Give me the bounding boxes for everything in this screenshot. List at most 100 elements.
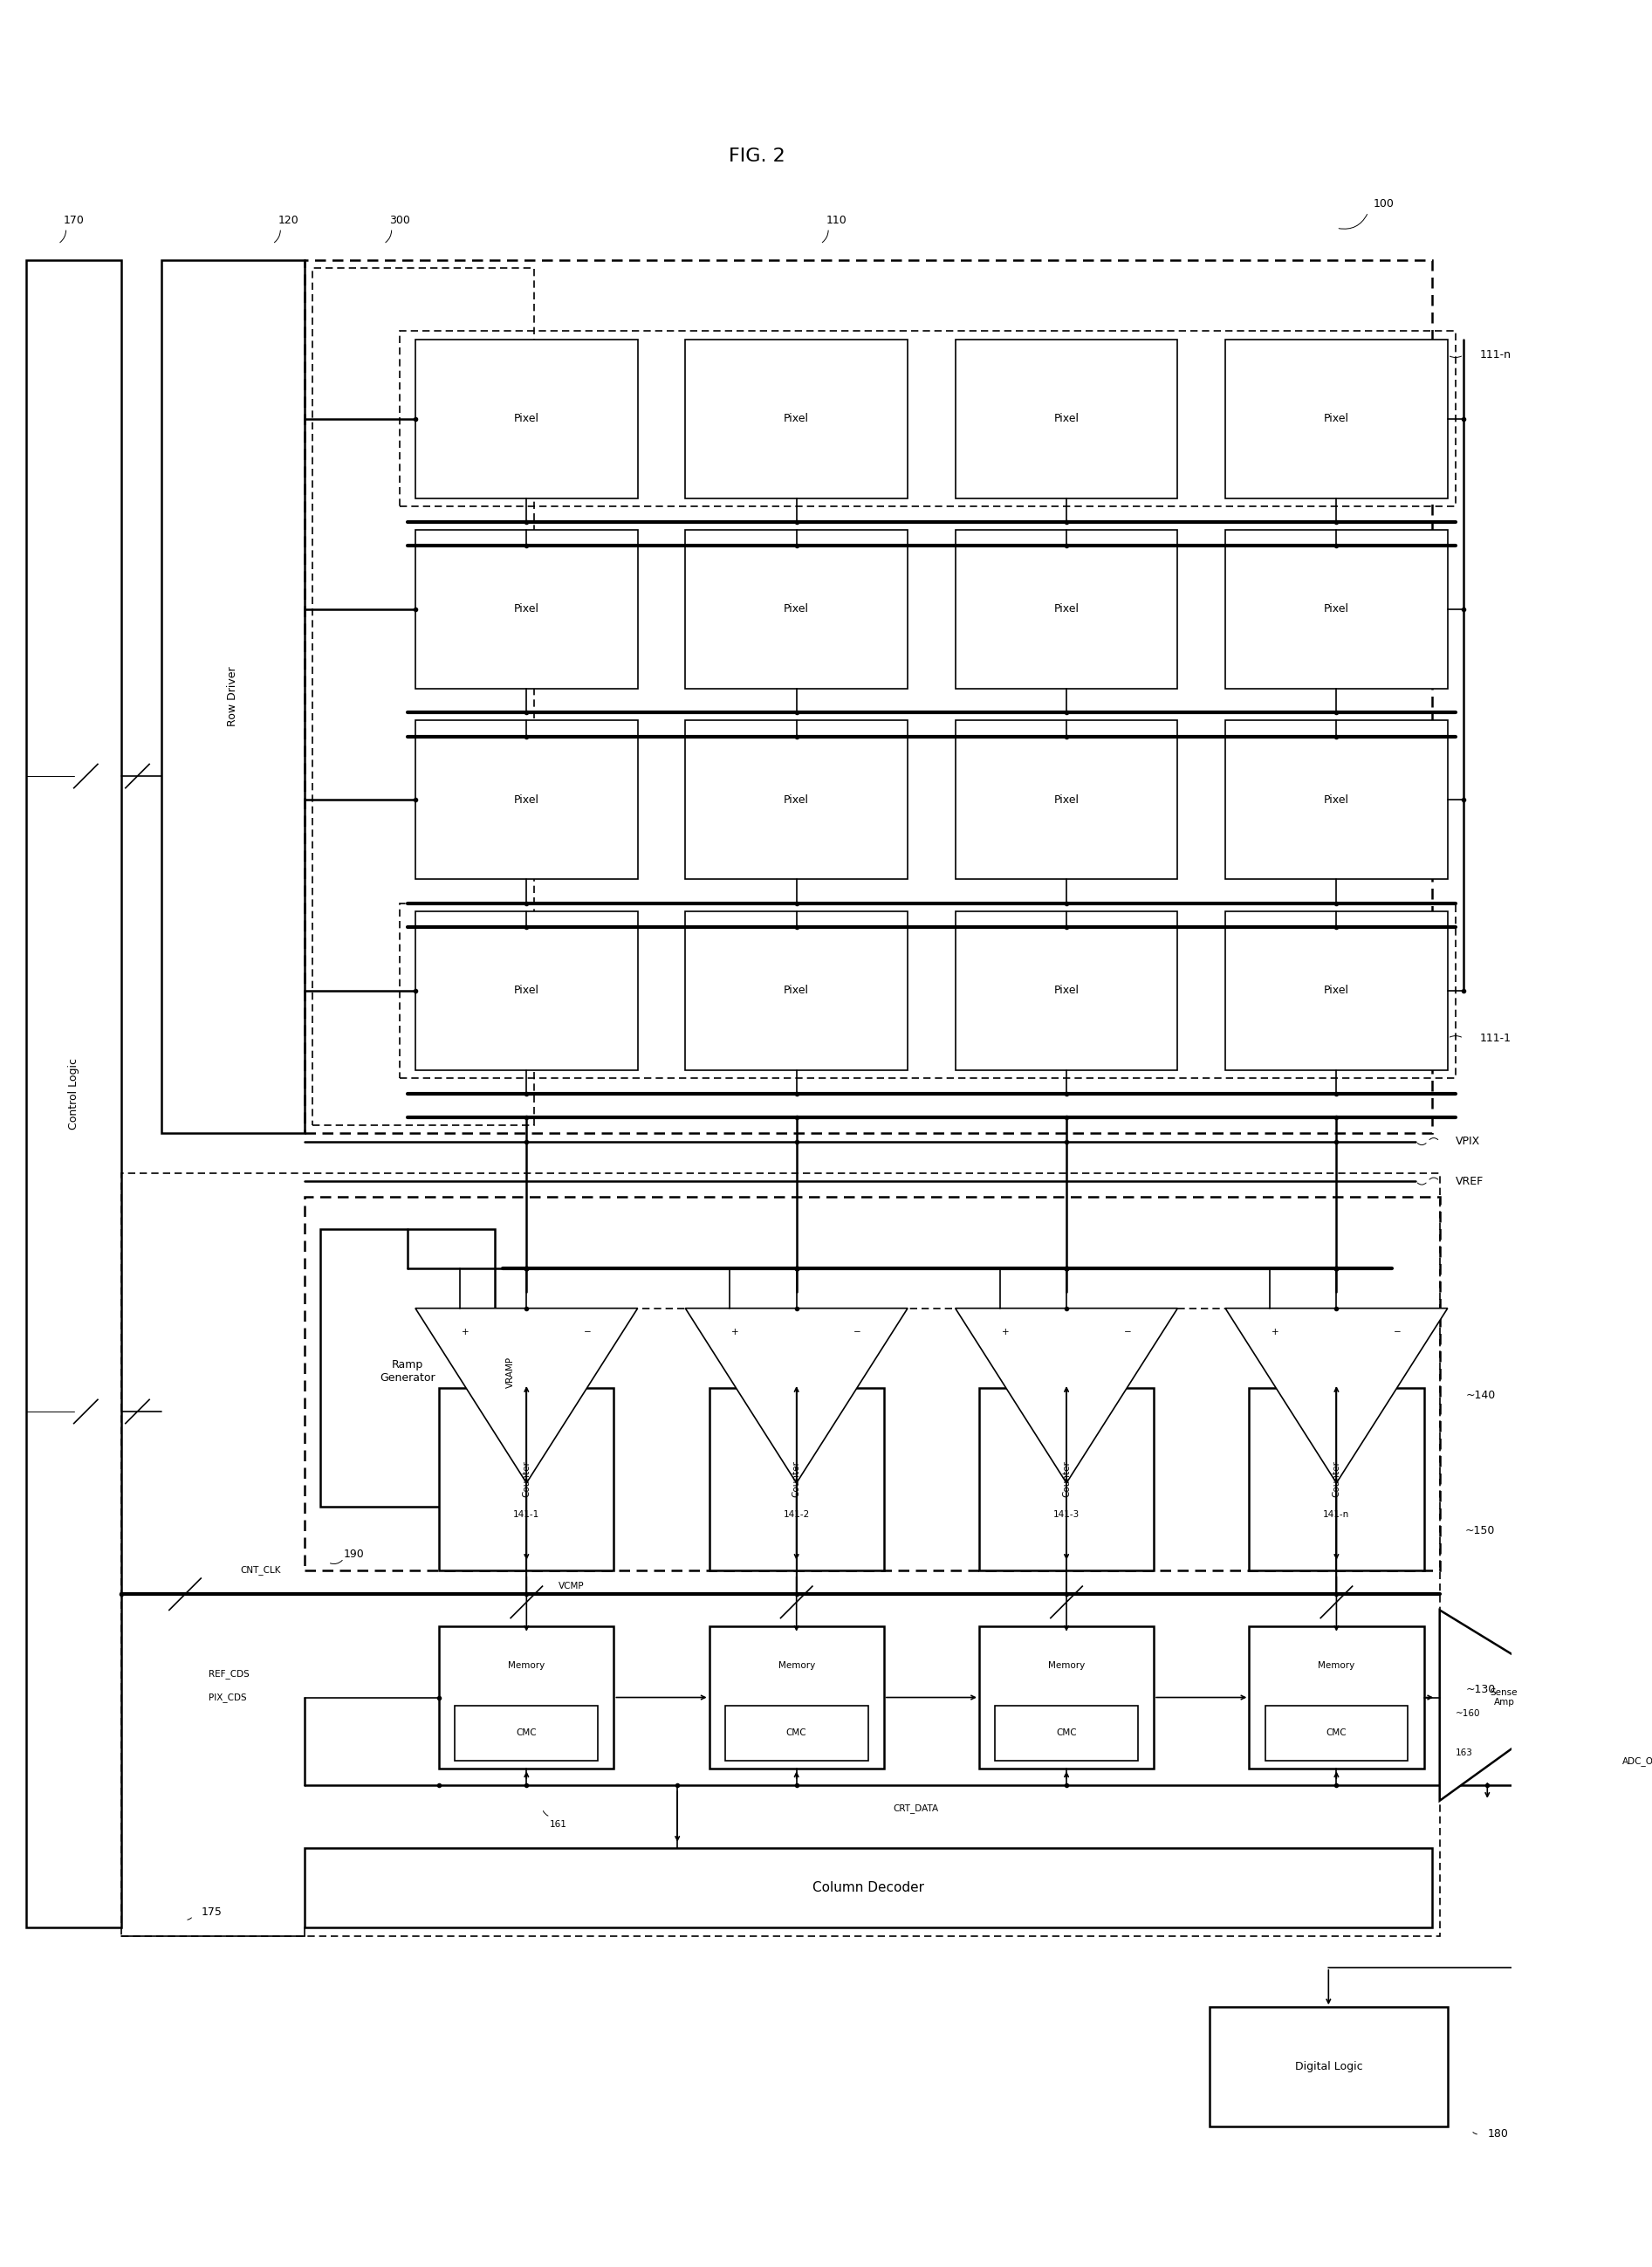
Polygon shape	[415, 1308, 638, 1483]
Text: −: −	[1394, 1328, 1401, 1338]
Text: 111-1: 111-1	[1480, 1031, 1512, 1043]
Text: 141-1: 141-1	[514, 1510, 540, 1519]
Text: Memory: Memory	[1047, 1662, 1085, 1671]
Text: Counter: Counter	[1332, 1460, 1341, 1496]
FancyBboxPatch shape	[995, 1705, 1138, 1761]
FancyBboxPatch shape	[415, 721, 638, 880]
Text: 161: 161	[550, 1820, 567, 1829]
Text: Memory: Memory	[509, 1662, 545, 1671]
Polygon shape	[1439, 1610, 1583, 1800]
FancyBboxPatch shape	[1226, 721, 1447, 880]
FancyBboxPatch shape	[162, 261, 304, 1134]
Text: ~150: ~150	[1465, 1526, 1495, 1537]
Text: Counter: Counter	[1062, 1460, 1070, 1496]
Text: CMC: CMC	[786, 1730, 806, 1737]
Text: PIX_CDS: PIX_CDS	[208, 1693, 246, 1703]
FancyBboxPatch shape	[955, 340, 1178, 499]
FancyBboxPatch shape	[709, 1387, 884, 1571]
Text: Pixel: Pixel	[514, 603, 539, 614]
Text: VREF: VREF	[1455, 1177, 1483, 1188]
FancyBboxPatch shape	[1226, 530, 1447, 689]
Text: CMC: CMC	[1327, 1730, 1346, 1737]
Text: CRT_DATA: CRT_DATA	[892, 1805, 938, 1814]
FancyBboxPatch shape	[454, 1705, 598, 1761]
FancyBboxPatch shape	[955, 530, 1178, 689]
Text: Ramp
Generator: Ramp Generator	[380, 1360, 434, 1385]
Text: VRAMP: VRAMP	[506, 1356, 515, 1387]
Text: +: +	[1001, 1328, 1009, 1338]
Text: CMC: CMC	[1056, 1730, 1077, 1737]
Text: 120: 120	[278, 215, 299, 227]
Text: VCMP: VCMP	[558, 1582, 585, 1591]
Text: 175: 175	[202, 1907, 221, 1918]
Text: Pixel: Pixel	[514, 413, 539, 424]
Text: Pixel: Pixel	[783, 793, 809, 805]
Text: Pixel: Pixel	[514, 793, 539, 805]
Text: −: −	[854, 1328, 861, 1338]
Text: Pixel: Pixel	[1323, 413, 1350, 424]
Text: Pixel: Pixel	[1054, 603, 1079, 614]
Text: 141-3: 141-3	[1054, 1510, 1080, 1519]
Text: 180: 180	[1487, 2129, 1508, 2140]
FancyBboxPatch shape	[439, 1387, 615, 1571]
FancyBboxPatch shape	[1249, 1387, 1424, 1571]
Text: Pixel: Pixel	[783, 603, 809, 614]
Text: 141-n: 141-n	[1323, 1510, 1350, 1519]
Text: Control Logic: Control Logic	[68, 1059, 79, 1129]
Text: 141-2: 141-2	[783, 1510, 809, 1519]
Text: CMC: CMC	[515, 1730, 537, 1737]
Text: 100: 100	[1374, 199, 1394, 211]
Text: ~130: ~130	[1465, 1684, 1495, 1696]
FancyBboxPatch shape	[980, 1625, 1153, 1768]
Text: 110: 110	[826, 215, 846, 227]
FancyBboxPatch shape	[686, 721, 907, 880]
Text: Row Driver: Row Driver	[226, 666, 238, 728]
FancyBboxPatch shape	[686, 911, 907, 1070]
Text: Pixel: Pixel	[1054, 413, 1079, 424]
Text: 300: 300	[388, 215, 410, 227]
Text: Memory: Memory	[1318, 1662, 1355, 1671]
Polygon shape	[1226, 1308, 1447, 1483]
FancyBboxPatch shape	[686, 530, 907, 689]
Text: Pixel: Pixel	[1054, 793, 1079, 805]
Text: 163: 163	[1455, 1748, 1474, 1757]
Text: Pixel: Pixel	[1054, 984, 1079, 995]
Text: +: +	[461, 1328, 469, 1338]
Text: Pixel: Pixel	[1323, 793, 1350, 805]
Text: Memory: Memory	[778, 1662, 814, 1671]
Text: +: +	[1272, 1328, 1279, 1338]
Text: ADC_Output: ADC_Output	[1622, 1757, 1652, 1766]
FancyBboxPatch shape	[686, 340, 907, 499]
FancyBboxPatch shape	[1226, 340, 1447, 499]
FancyBboxPatch shape	[26, 261, 122, 1927]
Text: Sense
Amp: Sense Amp	[1490, 1689, 1518, 1707]
FancyBboxPatch shape	[955, 721, 1178, 880]
Text: Pixel: Pixel	[1323, 603, 1350, 614]
Text: Counter: Counter	[791, 1460, 801, 1496]
FancyBboxPatch shape	[1249, 1625, 1424, 1768]
Polygon shape	[686, 1308, 907, 1483]
Text: Column Decoder: Column Decoder	[813, 1882, 923, 1895]
Text: REF_CDS: REF_CDS	[208, 1669, 249, 1678]
Text: CNT_CLK: CNT_CLK	[241, 1566, 281, 1576]
FancyBboxPatch shape	[439, 1625, 615, 1768]
Text: Digital Logic: Digital Logic	[1295, 2061, 1363, 2072]
FancyBboxPatch shape	[709, 1625, 884, 1768]
Text: Pixel: Pixel	[783, 984, 809, 995]
FancyBboxPatch shape	[725, 1705, 867, 1761]
Text: +: +	[732, 1328, 738, 1338]
Text: 170: 170	[63, 215, 84, 227]
Text: −: −	[1123, 1328, 1132, 1338]
FancyBboxPatch shape	[1209, 2006, 1447, 2126]
FancyBboxPatch shape	[415, 530, 638, 689]
Text: Counter: Counter	[522, 1460, 530, 1496]
Text: ~140: ~140	[1465, 1390, 1495, 1401]
Text: Pixel: Pixel	[1323, 984, 1350, 995]
FancyBboxPatch shape	[1265, 1705, 1408, 1761]
Text: 190: 190	[344, 1548, 365, 1560]
FancyBboxPatch shape	[320, 1229, 494, 1508]
Text: ~160: ~160	[1455, 1709, 1480, 1718]
Text: FIG. 2: FIG. 2	[729, 147, 785, 165]
FancyBboxPatch shape	[955, 911, 1178, 1070]
FancyBboxPatch shape	[415, 340, 638, 499]
